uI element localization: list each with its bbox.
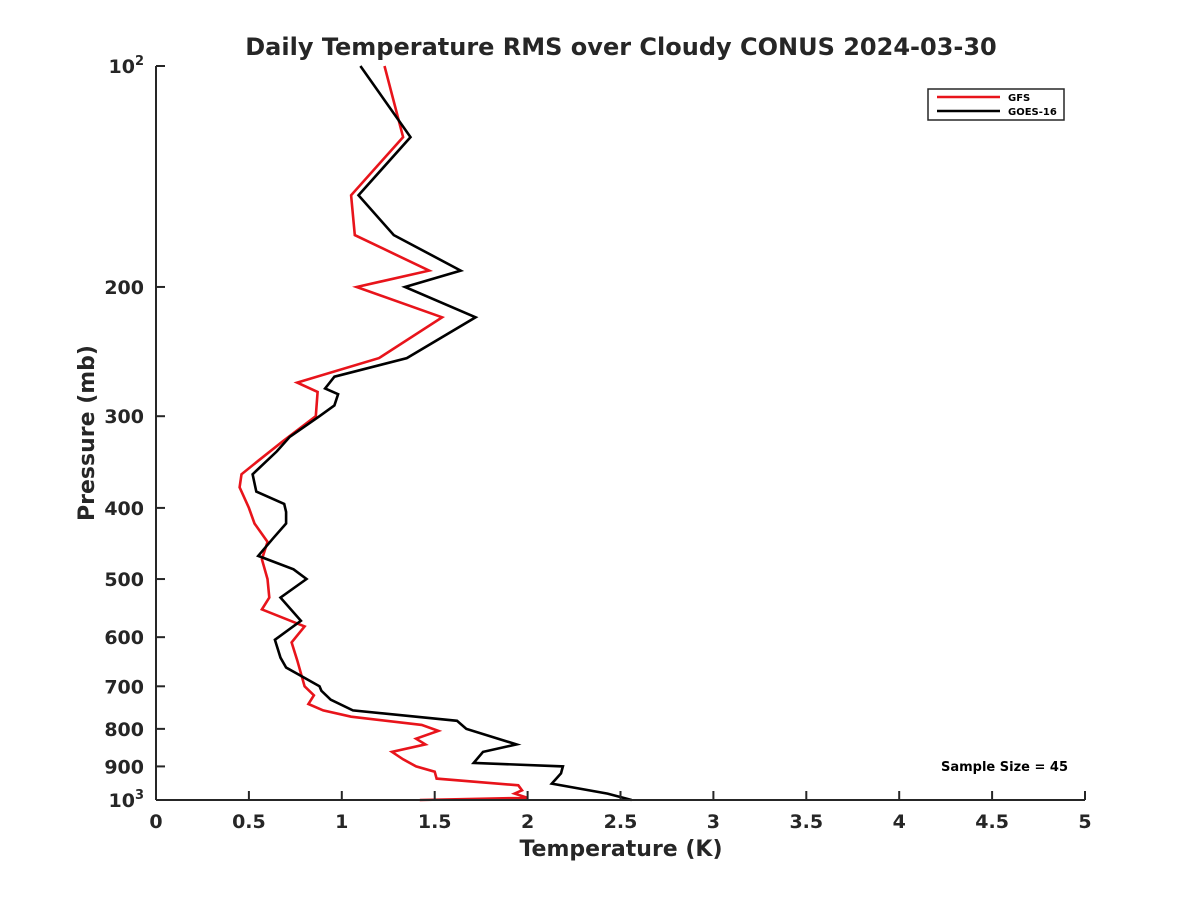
legend-label-goes16: GOES-16 [1008,107,1057,118]
x-tick-label: 4.5 [975,811,1009,833]
x-tick-label: 4 [893,811,906,833]
y-tick-label: 103 [109,788,145,812]
x-tick-label: 5 [1078,811,1091,833]
y-tick-label: 200 [104,277,144,299]
axes: 0 0.5 1 1.5 2 2.5 3 3.5 4 4.5 5 102 200 300 400 500 600 7… [104,54,1091,833]
y-tick-label: 400 [104,498,144,520]
y-axis-label: Pressure (mb) [75,345,100,521]
series-line-goes16 [251,65,632,802]
x-tick-label: 0 [149,811,162,833]
x-tick-label: 1.5 [418,811,452,833]
x-tick-label: 3 [707,811,720,833]
y-tick-label: 102 [109,54,145,78]
legend-label-gfs: GFS [1008,93,1030,104]
x-tick-label: 3.5 [789,811,823,833]
x-tick-label: 2.5 [604,811,638,833]
y-tick-label: 700 [104,676,144,698]
legend: GFS GOES-16 [927,88,1065,121]
x-axis-label: Temperature (K) [519,837,722,862]
sample-size-annotation: Sample Size = 45 [941,760,1068,775]
series-line-gfs [238,65,528,802]
y-tick-label: 300 [104,406,144,428]
x-tick-label: 1 [335,811,348,833]
x-tick-label: 0.5 [232,811,266,833]
y-tick-label: 900 [104,756,144,778]
series-layer [238,65,632,802]
y-tick-label: 500 [104,569,144,591]
y-tick-label: 800 [104,719,144,741]
y-tick-label: 600 [104,627,144,649]
chart-title: Daily Temperature RMS over Cloudy CONUS … [245,33,997,61]
x-tick-label: 2 [521,811,534,833]
legend-box [927,88,1065,121]
